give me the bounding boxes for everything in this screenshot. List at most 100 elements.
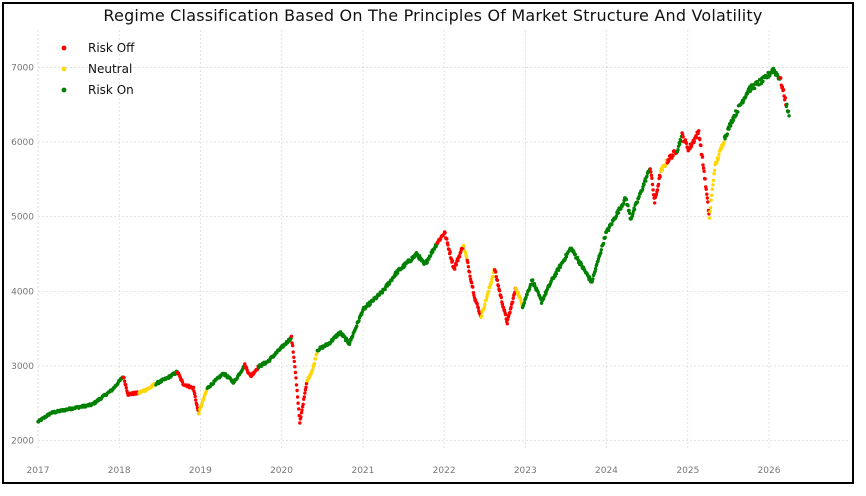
y-tick-label: 4000 xyxy=(11,287,34,297)
legend-marker xyxy=(61,87,67,93)
data-point xyxy=(654,192,659,197)
data-point xyxy=(698,137,702,142)
data-point xyxy=(291,350,295,354)
data-point xyxy=(705,192,709,196)
data-point xyxy=(447,247,451,252)
data-point xyxy=(427,257,431,261)
data-point xyxy=(499,295,503,300)
data-point xyxy=(348,340,352,345)
data-point xyxy=(725,132,729,136)
data-point xyxy=(631,211,635,216)
data-point xyxy=(649,173,654,178)
data-point xyxy=(445,237,449,241)
data-point xyxy=(716,156,721,160)
data-point xyxy=(729,124,733,128)
data-point xyxy=(462,244,466,248)
data-point xyxy=(703,177,707,181)
data-point xyxy=(700,155,705,159)
data-point xyxy=(715,161,719,165)
data-point xyxy=(594,266,598,271)
data-point xyxy=(194,398,198,402)
data-point xyxy=(355,324,359,328)
data-point xyxy=(471,285,475,289)
data-point xyxy=(380,291,385,295)
data-point xyxy=(705,196,709,200)
legend-marker xyxy=(61,45,67,51)
data-point xyxy=(599,251,603,255)
data-point xyxy=(591,277,595,281)
chart-frame xyxy=(2,2,854,484)
data-point xyxy=(651,188,655,192)
data-point xyxy=(302,395,306,399)
data-point xyxy=(595,262,599,267)
data-point xyxy=(450,259,455,263)
data-point xyxy=(711,178,716,183)
grid-lines xyxy=(37,30,850,448)
data-point xyxy=(642,182,646,187)
data-point xyxy=(655,188,660,192)
data-point xyxy=(357,319,361,323)
data-point xyxy=(706,200,710,204)
data-point xyxy=(681,135,685,139)
data-point xyxy=(293,370,298,375)
data-point xyxy=(708,209,712,214)
data-point xyxy=(297,407,301,411)
x-tick-label: 2025 xyxy=(676,466,699,476)
data-point xyxy=(315,352,319,356)
data-point xyxy=(649,170,653,174)
data-point xyxy=(505,322,509,326)
legend-label: Neutral xyxy=(88,62,132,76)
data-points xyxy=(36,66,791,425)
data-point xyxy=(761,79,765,84)
y-tick-label: 7000 xyxy=(11,63,34,73)
data-point xyxy=(708,206,713,210)
data-point xyxy=(501,305,506,310)
data-point xyxy=(787,114,791,118)
data-point xyxy=(304,381,309,386)
data-point xyxy=(431,250,435,254)
data-point xyxy=(637,194,641,199)
data-point xyxy=(457,254,462,259)
data-point xyxy=(197,411,201,415)
legend: Risk Off Neutral Risk On xyxy=(61,41,135,97)
data-point xyxy=(783,96,787,100)
data-point xyxy=(626,203,630,208)
data-point xyxy=(192,391,197,396)
data-point xyxy=(644,179,648,183)
data-point xyxy=(711,183,715,187)
data-point xyxy=(243,362,247,366)
data-point xyxy=(658,174,662,179)
data-point xyxy=(509,305,513,310)
data-point xyxy=(495,278,500,282)
axes: 2017 2018 2019 2020 2021 2022 2023 2024 2025 2026… xyxy=(11,63,781,476)
data-point xyxy=(635,200,640,204)
data-point xyxy=(610,222,614,226)
data-point xyxy=(539,301,544,305)
data-point xyxy=(428,254,433,258)
data-point xyxy=(587,275,592,279)
data-point xyxy=(701,163,705,167)
data-point xyxy=(195,403,199,407)
data-point xyxy=(479,314,484,318)
data-point xyxy=(544,292,548,296)
data-point xyxy=(496,284,501,288)
data-point xyxy=(653,201,657,205)
data-point xyxy=(193,394,197,399)
data-point xyxy=(785,102,789,107)
data-point xyxy=(727,127,731,131)
data-point xyxy=(124,383,128,387)
data-point xyxy=(710,193,714,197)
data-point xyxy=(122,375,126,380)
data-point xyxy=(403,264,407,268)
data-point xyxy=(484,297,489,302)
x-tick-label: 2024 xyxy=(595,466,618,476)
data-point xyxy=(709,198,713,202)
data-point xyxy=(704,187,708,191)
data-point xyxy=(694,136,699,140)
y-tick-label: 6000 xyxy=(11,138,34,148)
data-point xyxy=(596,257,601,261)
data-point xyxy=(291,343,295,348)
data-point xyxy=(383,287,387,292)
data-point xyxy=(627,208,631,213)
x-tick-label: 2017 xyxy=(27,466,50,476)
